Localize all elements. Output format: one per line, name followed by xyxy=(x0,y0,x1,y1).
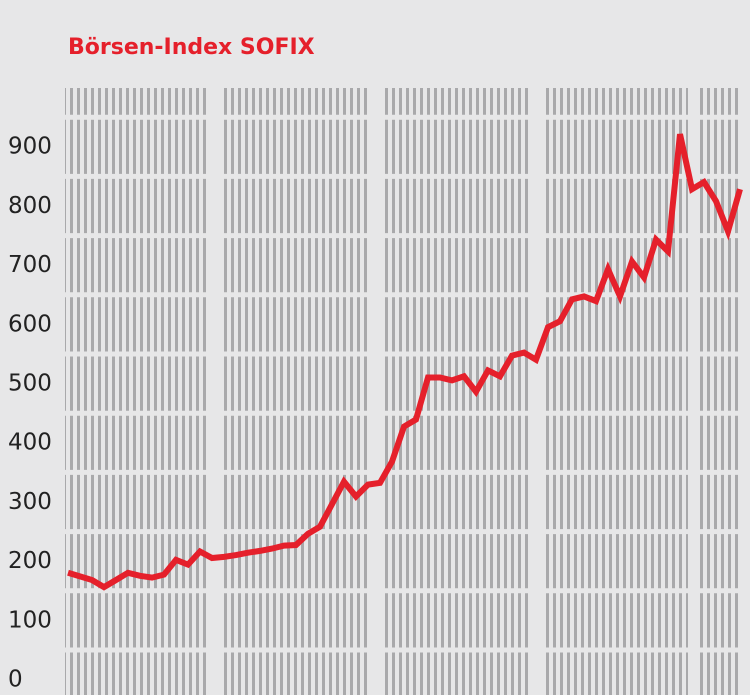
y-tick-label: 100 xyxy=(8,607,52,633)
hatching xyxy=(65,88,741,695)
hatch-block xyxy=(385,88,531,695)
y-tick-label: 800 xyxy=(8,193,52,219)
hatch-block xyxy=(222,88,370,695)
hatch-block xyxy=(697,88,741,695)
y-tick-label: 500 xyxy=(8,371,52,397)
y-tick-label: 300 xyxy=(8,489,52,515)
chart-title: Börsen-Index SOFIX xyxy=(68,35,315,60)
hatch-block xyxy=(65,88,210,695)
hatch-block xyxy=(542,88,688,695)
y-tick-label: 600 xyxy=(8,311,52,337)
y-tick-label: 0 xyxy=(8,667,23,693)
y-tick-label: 900 xyxy=(8,134,52,160)
y-tick-label: 400 xyxy=(8,430,52,456)
y-tick-label: 200 xyxy=(8,548,52,574)
data-line xyxy=(67,133,743,591)
y-tick-label: 700 xyxy=(8,252,52,278)
